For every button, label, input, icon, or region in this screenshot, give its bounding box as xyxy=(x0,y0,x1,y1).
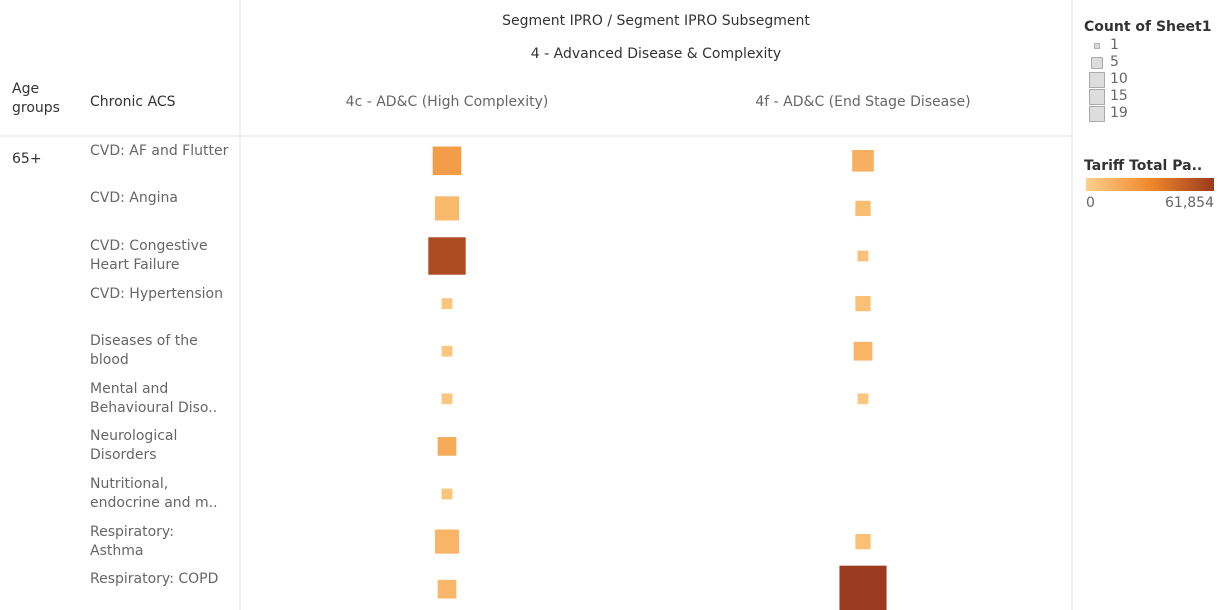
square-mark xyxy=(855,200,871,217)
size-legend-mark xyxy=(1091,57,1103,69)
row-label: CVD: Angina xyxy=(90,190,178,207)
color-legend-label: 61,854 xyxy=(1165,195,1214,211)
square-mark xyxy=(434,529,460,554)
size-legend-mark xyxy=(1094,43,1100,49)
row-label: Mental and Behavioural Diso.. xyxy=(90,380,218,416)
row-header: Age groups xyxy=(12,81,60,116)
column-header: 4c - AD&C (High Complexity) xyxy=(345,94,549,110)
row-label: Nutritional, endocrine and m.. xyxy=(90,476,218,511)
square-mark xyxy=(441,298,453,309)
column-header: 4f - AD&C (End Stage Disease) xyxy=(755,94,971,110)
row-label: CVD: AF and Flutter xyxy=(90,142,229,159)
square-mark xyxy=(437,437,457,456)
color-legend-title: Tariff Total Pa.. xyxy=(1084,158,1203,174)
segment-header: 4 - Advanced Disease & Complexity xyxy=(530,46,782,62)
size-legend-mark xyxy=(1089,106,1105,122)
color-legend-bar xyxy=(1086,178,1214,191)
square-mark xyxy=(441,488,453,500)
square-mark xyxy=(441,345,453,357)
square-mark xyxy=(857,250,869,262)
row-header: Chronic ACS xyxy=(90,94,176,110)
square-mark xyxy=(432,146,462,176)
row-label: Respiratory: COPD xyxy=(90,571,219,588)
row-label: Respiratory: Asthma xyxy=(90,523,174,559)
size-legend-label: 10 xyxy=(1110,71,1128,87)
chart-title: Segment IPRO / Segment IPRO Subsegment xyxy=(502,13,810,29)
square-mark xyxy=(434,196,460,221)
square-mark xyxy=(853,341,873,361)
row-label: CVD: Hypertension xyxy=(90,285,223,302)
size-legend-label: 1 xyxy=(1110,37,1119,53)
square-mark xyxy=(437,579,457,599)
row-label: CVD: Congestive Heart Failure xyxy=(90,238,208,273)
age-group: 65+ xyxy=(12,151,42,167)
row-label: Diseases of the blood xyxy=(90,333,198,369)
size-legend-title: Count of Sheet1 xyxy=(1084,19,1212,35)
size-legend-label: 5 xyxy=(1110,54,1119,70)
square-mark xyxy=(855,533,871,550)
size-legend-label: 19 xyxy=(1110,105,1128,121)
square-mark xyxy=(852,150,874,172)
size-legend-label: 15 xyxy=(1110,88,1128,104)
row-label: Neurological Disorders xyxy=(90,428,178,464)
square-mark xyxy=(428,237,466,275)
square-mark xyxy=(839,565,887,610)
size-legend-mark xyxy=(1089,72,1105,88)
square-mark xyxy=(441,393,453,405)
color-legend-label: 0 xyxy=(1086,195,1095,211)
square-mark xyxy=(857,393,869,405)
size-legend-mark xyxy=(1089,89,1105,105)
square-mark xyxy=(855,295,871,312)
